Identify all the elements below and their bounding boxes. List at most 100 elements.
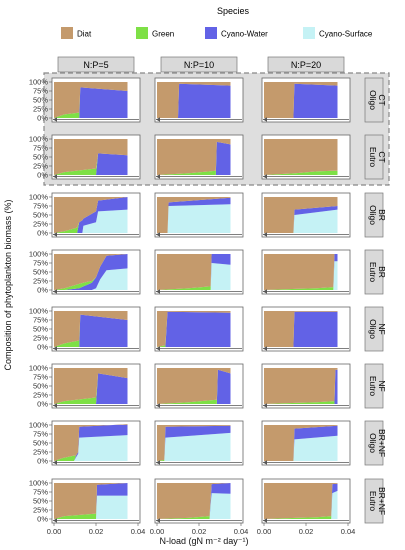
facet-panel: 0%25%50%75%100% xyxy=(29,135,141,180)
facet-panel xyxy=(154,134,244,180)
panel-border xyxy=(261,249,351,295)
legend-swatch-cyano-water xyxy=(205,27,217,39)
row-strip-trophic: Oligo xyxy=(368,319,378,339)
area-cyano-surface xyxy=(157,263,231,290)
facet-panels: 0%25%50%75%100%0%25%50%75%100%0%25%50%75… xyxy=(29,78,355,537)
row-strip-scenario: BR xyxy=(377,209,387,221)
legend-swatch-cyano-surface xyxy=(303,27,315,39)
legend-swatch-diat xyxy=(61,27,73,39)
area-cyano-water xyxy=(264,206,338,233)
legend-label: Green xyxy=(152,30,174,39)
area-diat xyxy=(54,483,128,519)
area-cyano-water xyxy=(54,424,128,461)
y-tick-label: 25% xyxy=(33,391,48,400)
area-diat xyxy=(264,368,338,404)
y-tick-label: 0% xyxy=(37,515,48,524)
facet-panel xyxy=(154,420,244,466)
row-strip xyxy=(364,363,384,409)
y-tick-label: 75% xyxy=(33,316,48,325)
y-tick-label: 0% xyxy=(37,343,48,352)
y-tick-label: 100% xyxy=(29,78,49,87)
area-diat xyxy=(264,483,338,519)
y-tick-label: 100% xyxy=(29,250,49,259)
y-tick-label: 50% xyxy=(33,382,48,391)
row-strip-trophic: Oligo xyxy=(368,433,378,453)
column-strip-label: N:P=10 xyxy=(184,60,214,70)
row-strip-trophic: Eutro xyxy=(368,376,378,397)
y-tick-label: 75% xyxy=(33,87,48,96)
panel-border xyxy=(261,420,351,466)
y-tick-label: 25% xyxy=(33,220,48,229)
x-arrow-head xyxy=(53,117,57,122)
x-tick-label: 0.02 xyxy=(89,527,104,536)
row-strip-trophic: Eutro xyxy=(368,262,378,283)
x-arrow-head xyxy=(263,518,267,523)
area-cyano-water xyxy=(264,311,338,347)
area-diat xyxy=(157,197,231,233)
area-diat xyxy=(157,483,231,519)
panel-border xyxy=(154,134,244,180)
facet-panel: 0%25%50%75%100% xyxy=(29,307,141,352)
facet-panel xyxy=(154,363,244,409)
y-tick-label: 0% xyxy=(37,229,48,238)
y-tick-label: 100% xyxy=(29,193,49,202)
x-arrow-head xyxy=(156,518,160,523)
facet-panel: 0.00 0.02 0.04 xyxy=(257,478,356,536)
column-strips: N:P=5 N:P=10 N:P=20 xyxy=(57,56,345,73)
x-arrow-head xyxy=(263,232,267,237)
area-cyano-surface xyxy=(54,268,128,290)
facet-panel xyxy=(261,306,351,352)
x-tick-label: 0.02 xyxy=(192,527,207,536)
y-tick-label: 50% xyxy=(33,268,48,277)
area-green xyxy=(54,254,128,290)
area-cyano-water xyxy=(54,373,128,404)
area-diat xyxy=(54,197,128,233)
area-cyano-surface xyxy=(54,209,128,233)
y-tick-label: 100% xyxy=(29,421,49,430)
area-diat xyxy=(264,197,338,233)
facet-panel: 0.00 0.02 0.04 xyxy=(150,478,248,536)
area-diat xyxy=(157,139,231,175)
area-cyano-water xyxy=(157,311,231,347)
area-diat xyxy=(157,254,231,290)
area-cyano-water xyxy=(264,425,338,461)
column-strip xyxy=(57,56,135,73)
y-tick-label: 100% xyxy=(29,135,49,144)
area-cyano-water xyxy=(157,141,231,175)
area-cyano-surface xyxy=(157,432,231,461)
x-tick-label: 0.00 xyxy=(257,527,272,536)
row-strip-trophic: Eutro xyxy=(368,491,378,512)
x-arrow-head xyxy=(156,346,160,351)
area-cyano-water xyxy=(264,83,338,118)
x-tick-label: 0.04 xyxy=(341,527,356,536)
row-strip xyxy=(364,77,384,123)
area-cyano-water xyxy=(157,483,231,519)
x-tick-label: 0.00 xyxy=(150,527,165,536)
row-strip xyxy=(364,192,384,238)
y-tick-label: 75% xyxy=(33,430,48,439)
row-strip xyxy=(364,249,384,295)
area-cyano-surface xyxy=(54,435,128,461)
area-cyano-surface xyxy=(54,495,128,519)
panel-border xyxy=(261,306,351,352)
x-arrow-head xyxy=(53,518,57,523)
x-arrow-head xyxy=(156,460,160,465)
y-axis-title: Composition of phytoplankton biomass (%) xyxy=(3,199,13,370)
facet-panel: 0%25%50%75%100% xyxy=(29,421,141,466)
area-cyano-water xyxy=(157,369,231,404)
area-cyano-water xyxy=(157,425,231,461)
area-diat xyxy=(54,311,128,347)
row-strip-scenario: BR+NF xyxy=(377,487,387,515)
y-tick-label: 0% xyxy=(37,286,48,295)
x-arrow-head xyxy=(53,232,57,237)
row-strip-scenario: BR+NF xyxy=(377,429,387,457)
y-tick-label: 25% xyxy=(33,448,48,457)
y-tick-label: 25% xyxy=(33,162,48,171)
y-tick-label: 100% xyxy=(29,364,49,373)
x-arrow-head xyxy=(263,174,267,179)
x-arrow-head xyxy=(53,460,57,465)
facet-panel: 0%25%50%75%100% 0.00 0.02 0.04 xyxy=(29,479,145,537)
area-green xyxy=(264,170,338,175)
row-strip-trophic: Oligo xyxy=(368,205,378,225)
